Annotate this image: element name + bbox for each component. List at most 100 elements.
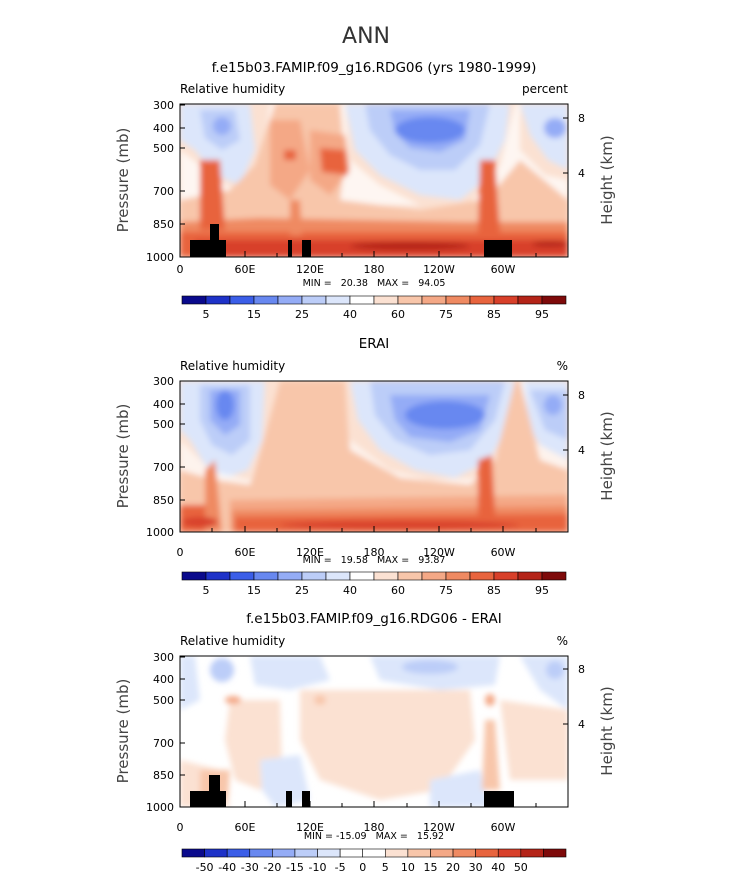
y2tick: 8 [578,389,585,402]
xtick: 0 [177,821,184,834]
colorbar-label: 30 [469,861,483,872]
panel-title: f.e15b03.FAMIP.f09_g16.RDG06 - ERAI [246,611,501,627]
colorbar-label: -40 [218,861,236,872]
colorbar-swatch [277,295,303,305]
y2label: Height (km) [598,411,616,500]
colorbar-swatch [301,571,327,581]
y2tick: 4 [578,718,585,731]
colorbar-swatch [181,295,207,305]
ytick: 1000 [146,526,174,539]
colorbar-label: 15 [423,861,437,872]
xtick: 60E [235,821,256,834]
panel-title: f.e15b03.FAMIP.f09_g16.RDG06 (yrs 1980-1… [212,60,537,76]
colorbar-swatch [543,848,567,858]
colorbar-label: 95 [535,308,549,321]
colorbar-swatch [517,295,543,305]
colorbar-label: -50 [196,861,214,872]
colorbar-swatch [294,848,318,858]
colorbar-swatch [397,295,423,305]
colorbar-swatch [407,848,431,858]
y-axis: 300 400 500 700 850 1000 Pressure (mb) [114,99,185,264]
colorbar-swatch [205,571,231,581]
xtick: 120E [296,546,324,559]
colorbar-swatch [493,571,519,581]
colorbar-swatch [493,295,519,305]
ytick: 400 [153,122,174,135]
ytick: 400 [153,398,174,411]
right-label: % [557,359,568,373]
xtick: 60E [235,546,256,559]
colorbar-swatch [497,848,522,858]
colorbar-swatch [325,571,351,581]
ytick: 300 [153,375,174,388]
colorbar-swatch [421,295,447,305]
colorbar-swatch [181,571,207,581]
ytick: 850 [153,769,174,782]
colorbar-label: 5 [203,584,210,597]
colorbar-swatch [229,295,255,305]
colorbar-label: 60 [391,308,405,321]
colorbar-label: 75 [439,584,453,597]
colorbar-swatch [541,571,567,581]
xtick: 120E [296,821,324,834]
ylabel: Pressure (mb) [114,128,132,233]
colorbar-label: 85 [487,308,501,321]
colorbar-label: 95 [535,584,549,597]
ytick: 850 [153,494,174,507]
colorbar-label: 75 [439,308,453,321]
colorbar-label: 5 [203,308,210,321]
colorbar-swatch [349,571,375,581]
y-axis: 300 400 500 700 850 1000 Pressure (mb) [114,651,185,814]
x-axis: 0 60E 120E 180 120W 60W [177,526,537,559]
left-label: Relative humidity [180,634,285,648]
left-label: Relative humidity [180,359,285,373]
y2tick: 4 [578,444,585,457]
colorbar-swatch [430,848,454,858]
panel-difference: f.e15b03.FAMIP.f09_g16.RDG06 - ERAI Rela… [114,611,616,872]
colorbar-swatch [475,848,499,858]
y2tick: 8 [578,663,585,676]
y2-axis: 8 4 Height (km) [563,663,616,776]
colorbar-label: -20 [263,861,281,872]
ytick: 500 [153,694,174,707]
colorbar-swatch [421,571,447,581]
panel-erai: ERAI Relative humidity % [114,336,616,597]
xtick: 180 [364,546,385,559]
colorbar-label: 25 [295,308,309,321]
colorbar-swatch [301,295,327,305]
ytick: 700 [153,737,174,750]
colorbar-label: -30 [241,861,259,872]
minmax: MIN = 19.58 MAX = 93.87 [303,555,446,566]
xtick: 120E [296,263,324,276]
colorbar-label: 40 [343,308,357,321]
ytick: 700 [153,185,174,198]
colorbar-swatch [317,848,341,858]
colorbar-swatch [204,848,228,858]
colorbar-swatch [253,571,279,581]
colorbar-swatch [445,295,471,305]
colorbar-label: 5 [382,861,389,872]
xtick: 120W [423,821,455,834]
xtick: 120W [423,546,455,559]
colorbar-swatch [325,295,351,305]
colorbar-label: -15 [286,861,304,872]
ylabel: Pressure (mb) [114,404,132,509]
colorbar-label: 85 [487,584,501,597]
xtick: 60W [491,546,516,559]
xtick: 60W [491,821,516,834]
colorbar-swatch [249,848,273,858]
y2-axis: 8 4 Height (km) [563,112,616,225]
y2tick: 4 [578,167,585,180]
x-axis: 0 60E 120E 180 120W 60W [177,251,537,276]
contour-field [180,381,568,532]
ytick: 400 [153,673,174,686]
colorbar-label: 15 [247,308,261,321]
colorbar-swatch [373,571,399,581]
colorbar-label: -10 [309,861,327,872]
xtick: 60W [491,263,516,276]
colorbar-swatch [362,848,386,858]
colorbar-swatch [445,571,471,581]
colorbar-label: 40 [343,584,357,597]
colorbar-swatch [469,571,495,581]
colorbar-swatch [397,571,423,581]
